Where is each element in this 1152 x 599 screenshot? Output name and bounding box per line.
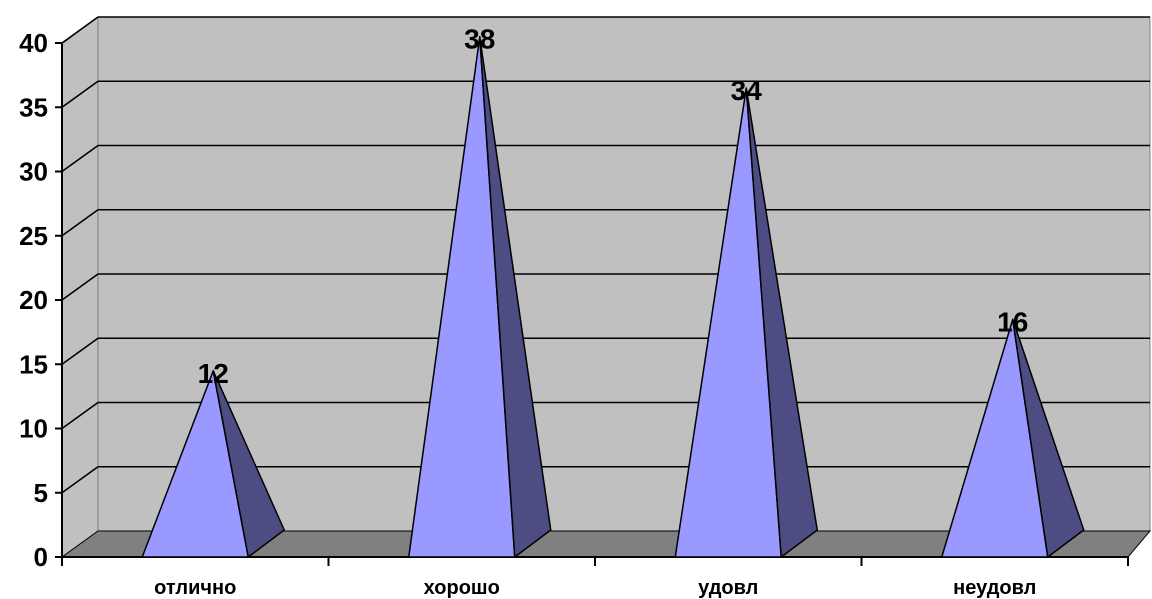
y-tick-labels: 0 5 10 15 20 25 30 35 40: [19, 28, 48, 572]
category-label: удовл: [698, 577, 758, 599]
y-axis-ticks: [55, 42, 62, 558]
pyramid-series: [141, 35, 1085, 558]
pyramid-side: [212, 370, 285, 558]
gridline-side: [61, 209, 99, 237]
data-label: 16: [997, 306, 1028, 337]
gridline-side: [61, 16, 99, 44]
gridline-side: [61, 273, 99, 301]
y-tick-label: 0: [34, 542, 48, 572]
y-tick-label: 35: [19, 92, 48, 122]
gridline-side: [61, 466, 99, 494]
x-axis-ticks: [61, 557, 1129, 566]
y-tick-label: 40: [19, 28, 48, 58]
data-label: 34: [731, 75, 763, 106]
pyramid-side: [745, 87, 818, 558]
category-labels: отлично хорошо удовл неудовл: [154, 577, 1036, 599]
y-tick-label: 10: [19, 414, 48, 444]
gridline-side: [61, 144, 99, 173]
data-labels: 12 38 34 16: [198, 24, 1029, 389]
y-tick-label: 20: [19, 285, 48, 315]
category-label: неудовл: [953, 577, 1036, 599]
data-label: 38: [464, 24, 495, 55]
y-tick-label: 15: [19, 349, 48, 379]
pyramid-side: [479, 35, 552, 558]
gridline-side: [61, 401, 99, 430]
category-label: хорошо: [424, 577, 500, 599]
pyramid-side: [1012, 318, 1085, 558]
gridline-side: [61, 337, 99, 365]
category-label: отлично: [154, 577, 236, 599]
data-label: 12: [198, 358, 229, 389]
y-tick-label: 5: [34, 478, 48, 508]
y-tick-label: 30: [19, 157, 48, 187]
y-tick-label: 25: [19, 221, 48, 251]
gridline-side: [61, 80, 99, 108]
gridlines: [61, 16, 1150, 494]
